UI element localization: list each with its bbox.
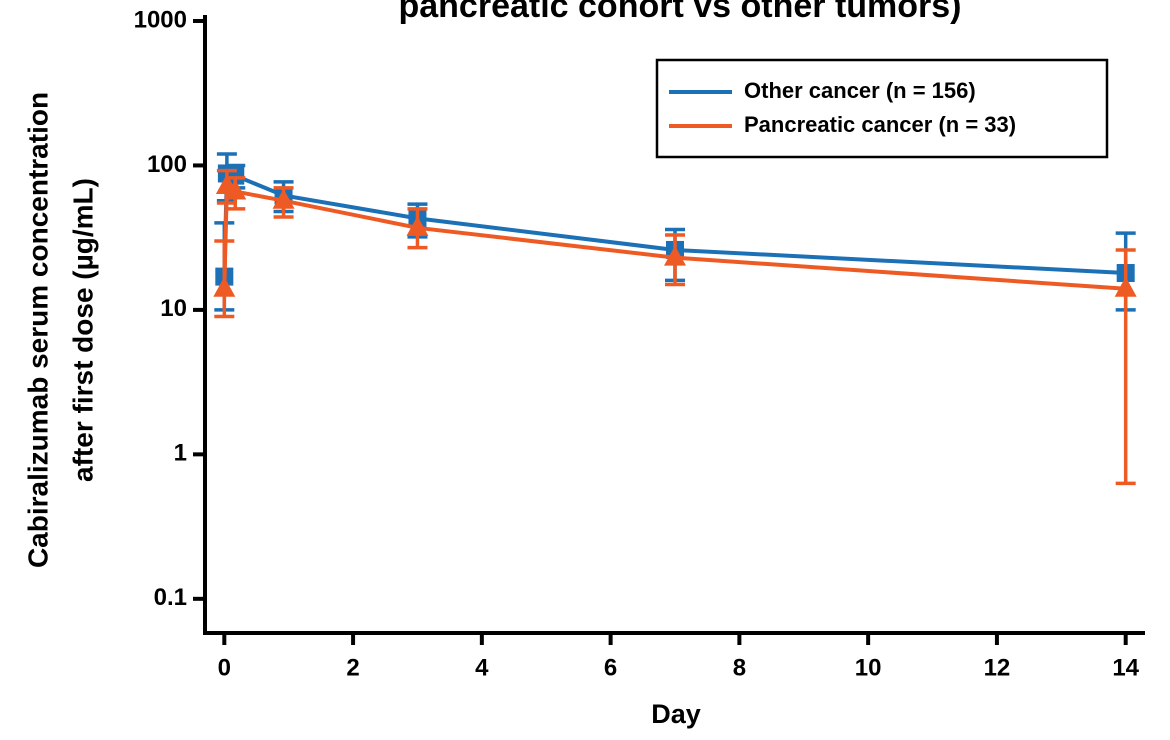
x-tick-label: 10 xyxy=(855,654,882,681)
x-tick-label: 2 xyxy=(346,654,359,681)
x-tick-label: 14 xyxy=(1112,654,1139,681)
y-axis-label: Cabiralizumab serum concentration xyxy=(22,92,53,568)
x-tick-label: 6 xyxy=(604,654,617,681)
x-tick-label: 0 xyxy=(218,654,231,681)
y-axis-label: after first dose (µg/mL) xyxy=(67,178,98,482)
marker xyxy=(224,179,247,200)
marker xyxy=(213,276,236,297)
marker xyxy=(406,215,429,236)
chart-title: pancreatic cohort vs other tumors) xyxy=(398,0,961,25)
y-tick-label: 1 xyxy=(174,440,187,467)
legend-label: Other cancer (n = 156) xyxy=(744,78,976,103)
y-tick-label: 0.1 xyxy=(154,584,187,611)
y-tick-label: 100 xyxy=(147,151,187,178)
marker xyxy=(272,188,295,209)
y-tick-label: 1000 xyxy=(134,6,187,33)
x-tick-label: 12 xyxy=(984,654,1011,681)
marker xyxy=(1114,276,1137,297)
marker xyxy=(664,245,686,266)
y-tick-label: 10 xyxy=(160,295,187,322)
x-axis-label: Day xyxy=(651,699,701,729)
legend-label: Pancreatic cancer (n = 33) xyxy=(744,112,1016,137)
x-tick-label: 8 xyxy=(733,654,746,681)
x-tick-label: 4 xyxy=(475,654,489,681)
legend-box xyxy=(655,58,1109,159)
